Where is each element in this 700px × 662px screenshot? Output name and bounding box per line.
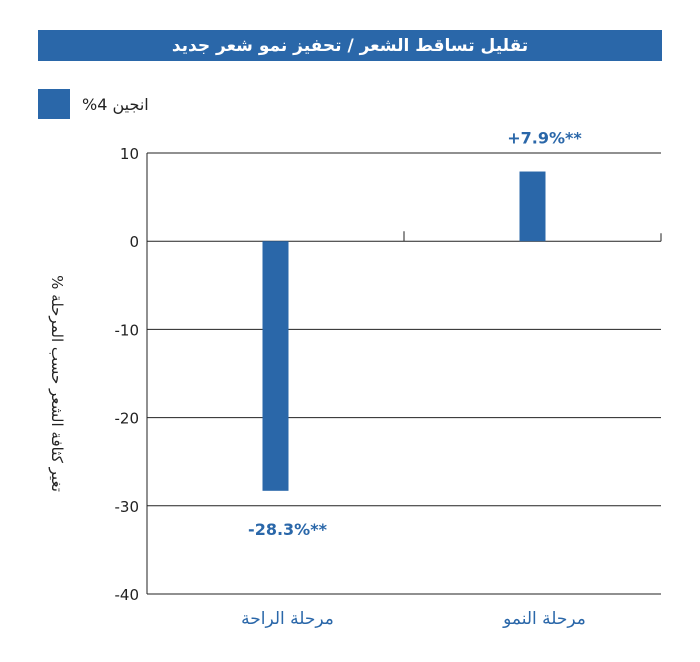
legend: انجين 4% [38,89,149,119]
y-tick-label: -10 [115,321,140,339]
x-category-label: مرحلة النمو [502,609,586,629]
y-axis-title: تغير كثافة الشعر حسب المرحلة % [48,275,66,492]
legend-swatch [38,89,70,119]
legend-label: انجين 4% [82,94,149,114]
bar [262,241,289,491]
chart-title: تقليل تساقط الشعر / تحفيز نمو شعر جديد [38,30,662,61]
y-tick-label: -40 [115,586,140,604]
data-label: +7.9%** [507,129,582,148]
y-tick-label: -30 [115,498,140,516]
y-tick-label: 0 [129,233,139,251]
data-label: -28.3%** [248,520,328,539]
bar [519,171,546,242]
y-tick-label: 10 [120,145,139,163]
x-category-label: مرحلة الراحة [241,609,334,629]
y-tick-label: -20 [115,410,140,428]
